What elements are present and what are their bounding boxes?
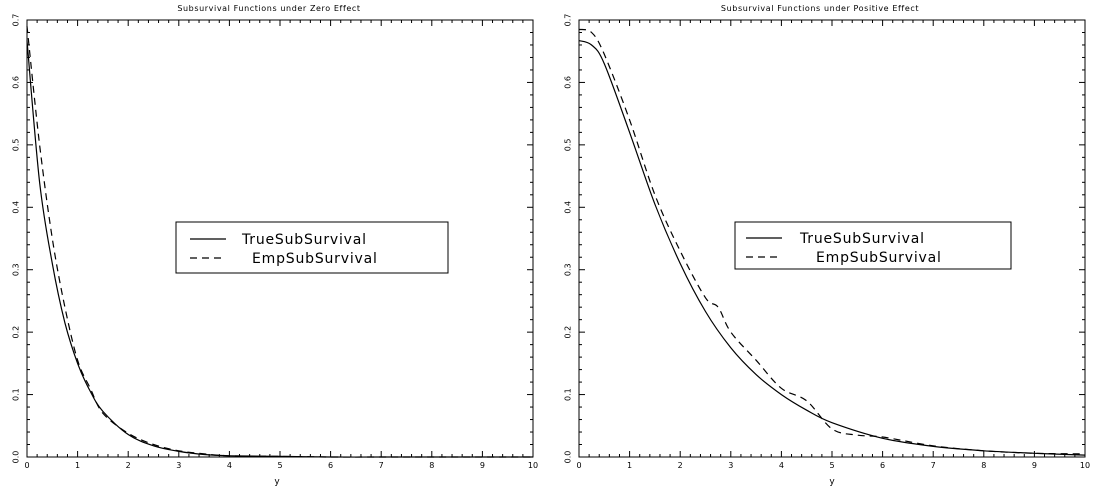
chart-positive-effect: Subsurvival Functions under Positive Eff… [564,4,1091,487]
x-tick-label: 10 [1080,461,1090,470]
legend: TrueSubSurvival EmpSubSurvival [734,221,1012,270]
legend-box [734,221,1012,270]
y-tick-label: 0.5 [12,138,21,151]
x-tick-label: 7 [379,461,384,470]
legend-label-emp: EmpSubSurvival [816,250,942,266]
x-tick-label: 9 [480,461,485,470]
x-tick-label: 4 [779,461,784,470]
x-tick-label: 2 [678,461,683,470]
y-tick-label: 0.3 [564,263,573,276]
x-tick-label: 0 [576,461,581,470]
series-layer [26,26,533,458]
x-tick-label: 8 [981,461,986,470]
series-line-empsubsurvival [578,28,1086,455]
y-tick-label: 0.7 [564,14,573,27]
chart-title: Subsurvival Functions under Zero Effect [177,4,360,13]
y-tick-label: 0.0 [12,451,21,464]
x-axis-label: y [829,477,835,487]
legend: TrueSubSurvival EmpSubSurvival [175,221,449,274]
y-tick-label: 0.0 [564,451,573,464]
y-axis-ticks: 0.0 0.1 0.2 0.3 0.4 0.5 0.6 0.7 [12,14,533,464]
y-tick-label: 0.3 [12,263,21,276]
x-tick-label: 6 [328,461,333,470]
x-axis-ticks: 0 1 2 3 4 5 6 7 8 9 10 [576,20,1090,470]
x-tick-label: 10 [528,461,538,470]
x-tick-label: 2 [126,461,131,470]
x-tick-label: 1 [627,461,632,470]
x-tick-label: 1 [75,461,80,470]
legend-label-true: TrueSubSurvival [799,231,925,247]
x-tick-label: 7 [931,461,936,470]
y-tick-label: 0.2 [12,326,21,339]
y-tick-label: 0.2 [564,326,573,339]
x-axis-label: y [274,477,280,487]
chart-zero-effect: Subsurvival Functions under Zero Effect … [12,4,539,487]
y-tick-label: 0.4 [564,201,573,214]
y-tick-label: 0.6 [564,76,573,89]
x-tick-label: 5 [277,461,282,470]
x-tick-label: 0 [24,461,29,470]
x-tick-label: 3 [176,461,181,470]
x-tick-label: 5 [829,461,834,470]
y-tick-label: 0.5 [564,138,573,151]
x-tick-label: 8 [429,461,434,470]
x-tick-label: 4 [227,461,232,470]
y-axis-ticks: 0.0 0.1 0.2 0.3 0.4 0.5 0.6 0.7 [564,14,1085,464]
x-tick-label: 6 [880,461,885,470]
y-tick-label: 0.6 [12,76,21,89]
y-tick-label: 0.1 [564,388,573,401]
legend-box [175,221,449,274]
legend-label-emp: EmpSubSurvival [252,251,378,267]
x-tick-label: 3 [728,461,733,470]
x-tick-label: 9 [1032,461,1037,470]
y-tick-label: 0.4 [12,201,21,214]
series-layer [578,28,1086,456]
chart-title: Subsurvival Functions under Positive Eff… [721,4,919,13]
y-tick-label: 0.7 [12,14,21,27]
series-line-empsubsurvival [26,26,533,458]
legend-label-true: TrueSubSurvival [241,232,367,248]
x-axis-ticks: 0 1 2 3 4 5 6 7 8 9 10 [24,20,538,470]
y-tick-label: 0.1 [12,388,21,401]
